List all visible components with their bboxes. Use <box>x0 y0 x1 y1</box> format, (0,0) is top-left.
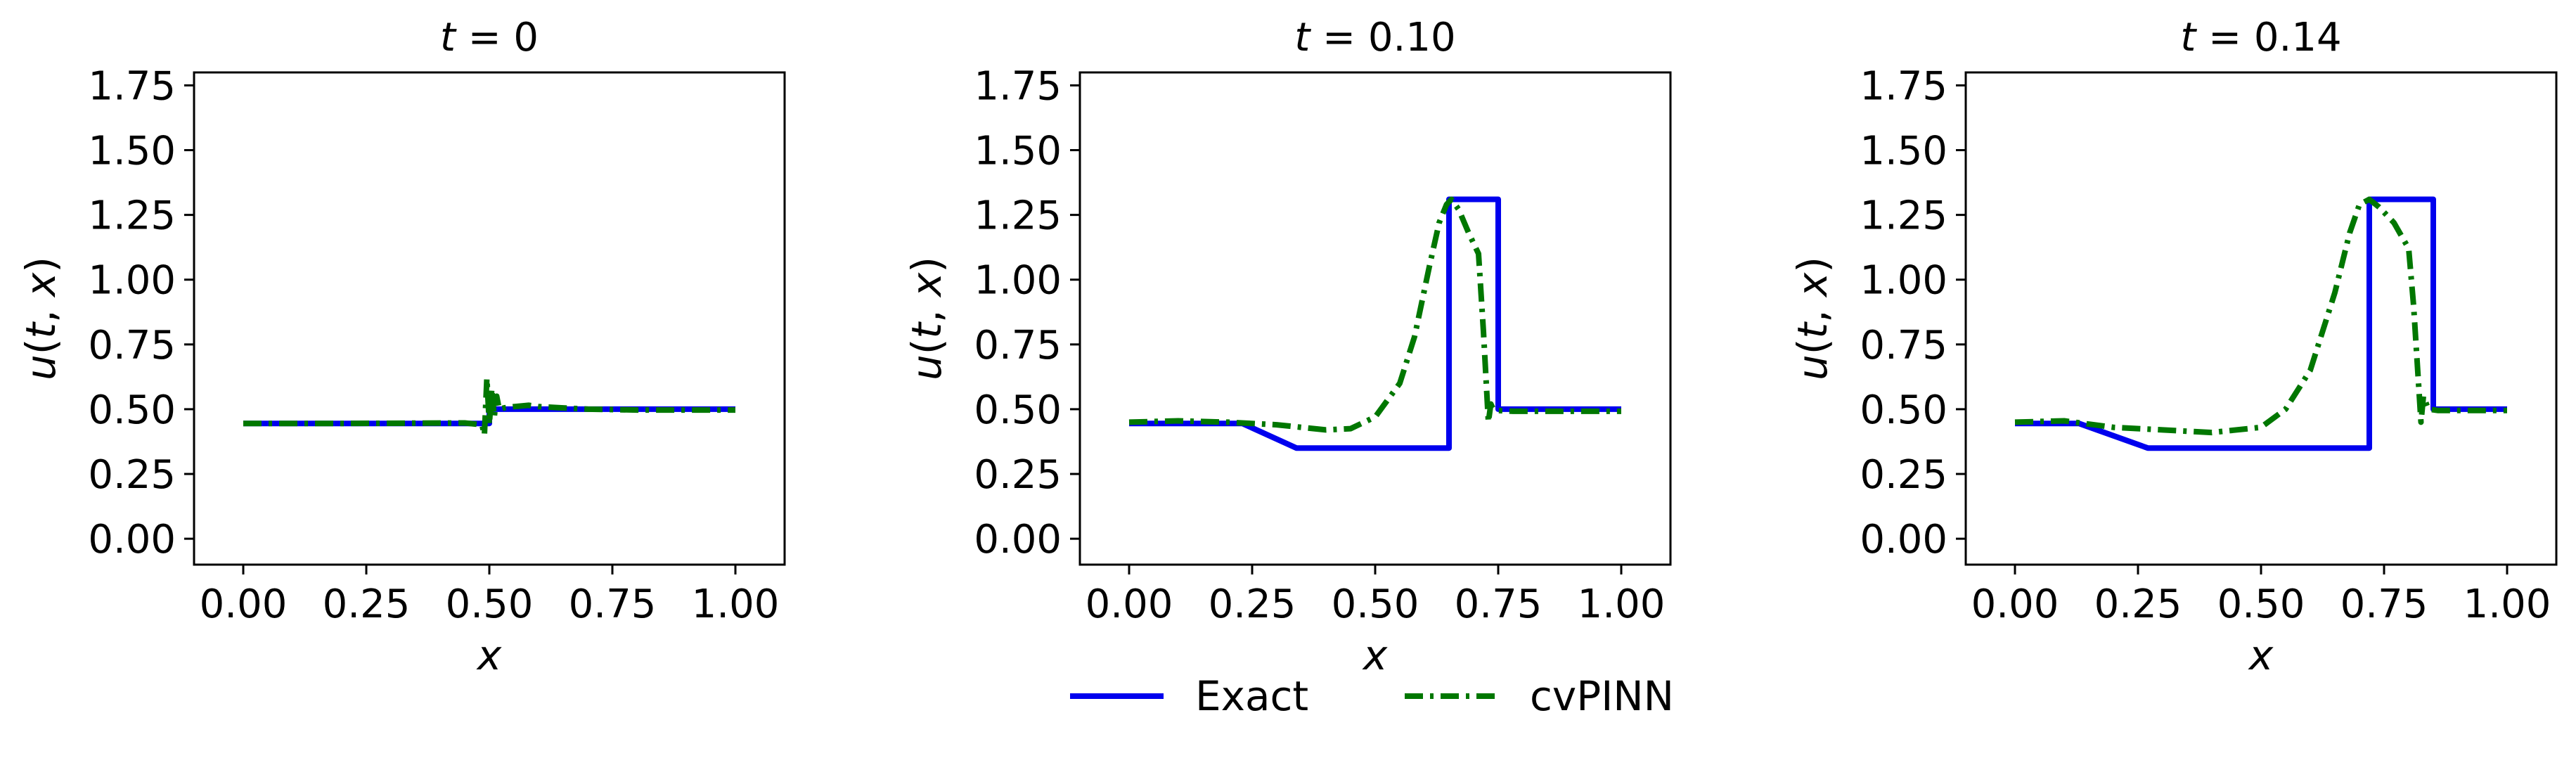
x-axis-label: x <box>476 631 502 679</box>
legend-cvpinn-label: cvPINN <box>1530 672 1674 720</box>
series-group <box>1128 196 1621 451</box>
x-tick-label: 0.50 <box>446 582 534 627</box>
y-tick-label: 0.50 <box>974 387 1062 433</box>
y-tick-label: 1.50 <box>1860 129 1947 174</box>
series-group <box>2014 196 2507 451</box>
x-tick-label: 0.50 <box>2217 582 2305 627</box>
subplot-2: 0.00 0.25 0.50 0.75 1.00 0.00 0.25 0.50 0.75 1.00… <box>903 15 1672 679</box>
x-tick-label: 1.00 <box>2464 582 2551 627</box>
series-group <box>243 375 735 438</box>
y-axis-label: u(t, x) <box>17 257 65 380</box>
y-axis-label: u(t, x) <box>1789 257 1836 380</box>
y-tick-label: 1.50 <box>88 129 176 174</box>
y-tick-label: 0.00 <box>1860 517 1947 563</box>
y-tick-label: 1.25 <box>1860 193 1947 239</box>
y-tick-label: 0.25 <box>88 452 176 498</box>
legend-exact-label: Exact <box>1195 672 1308 720</box>
subplot-3: 0.00 0.25 0.50 0.75 1.00 0.00 0.25 0.50 0.75 1.00… <box>1789 15 2558 679</box>
y-tick-label: 1.75 <box>88 63 176 109</box>
y-tick-label: 1.75 <box>974 63 1062 109</box>
y-tick-label: 1.00 <box>88 258 176 304</box>
x-tick-label: 0.00 <box>1086 582 1173 627</box>
y-tick-label: 1.50 <box>974 129 1062 174</box>
x-tick-label: 0.75 <box>1455 582 1543 627</box>
y-tick-label: 1.00 <box>1860 258 1947 304</box>
y-tick-label: 1.75 <box>1860 63 1947 109</box>
y-tick-label: 0.25 <box>1860 452 1947 498</box>
y-tick-label: 0.00 <box>974 517 1062 563</box>
cvpinn-series-line <box>2014 196 2507 436</box>
x-tick-label: 1.00 <box>1578 582 1666 627</box>
subplot-title: t = 0 <box>440 15 539 60</box>
x-tick-label: 0.75 <box>569 582 657 627</box>
y-tick-label: 0.00 <box>88 517 176 563</box>
exact-series-line <box>1129 196 1621 451</box>
cvpinn-series-line <box>1128 196 1621 433</box>
subplot-1: 0.00 0.25 0.50 0.75 1.00 0.00 0.25 0.50 0.75 1.00… <box>17 15 786 679</box>
subplot-title: t = 0.14 <box>2180 15 2341 60</box>
subplot-title: t = 0.10 <box>1294 15 1455 60</box>
y-tick-label: 0.25 <box>974 452 1062 498</box>
x-tick-label: 0.75 <box>2340 582 2428 627</box>
y-tick-label: 1.00 <box>974 258 1062 304</box>
x-tick-label: 0.00 <box>200 582 288 627</box>
x-axis-label: x <box>2248 631 2274 679</box>
exact-series-line <box>2015 196 2507 451</box>
x-tick-label: 0.25 <box>1209 582 1296 627</box>
cvpinn-series-line <box>243 375 735 438</box>
legend: Exact cvPINN <box>1070 672 1674 720</box>
y-tick-label: 1.25 <box>974 193 1062 239</box>
y-tick-label: 0.75 <box>88 323 176 368</box>
y-tick-label: 0.50 <box>88 387 176 433</box>
y-tick-label: 1.25 <box>88 193 176 239</box>
x-tick-label: 0.25 <box>323 582 411 627</box>
y-tick-label: 0.75 <box>1860 323 1947 368</box>
y-tick-label: 0.50 <box>1860 387 1947 433</box>
subplots: 0.00 0.25 0.50 0.75 1.00 0.00 0.25 0.50 0.75 1.00… <box>17 15 2558 679</box>
y-tick-label: 0.75 <box>974 323 1062 368</box>
x-tick-label: 0.00 <box>1971 582 2059 627</box>
y-axis-label: u(t, x) <box>903 257 951 380</box>
x-tick-label: 0.50 <box>1332 582 1419 627</box>
x-tick-label: 1.00 <box>692 582 780 627</box>
x-tick-label: 0.25 <box>2094 582 2182 627</box>
x-axis-label: x <box>1362 631 1388 679</box>
